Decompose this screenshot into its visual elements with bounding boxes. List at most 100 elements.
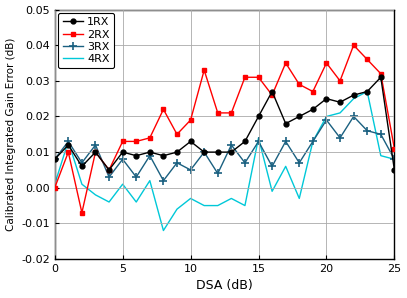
4RX	[120, 182, 125, 186]
1RX	[324, 97, 329, 100]
4RX	[297, 197, 302, 200]
2RX	[324, 61, 329, 65]
3RX	[175, 161, 179, 164]
3RX	[311, 140, 315, 143]
1RX	[311, 108, 315, 111]
3RX	[365, 129, 370, 133]
2RX	[297, 83, 302, 86]
2RX	[161, 108, 166, 111]
1RX	[107, 168, 112, 172]
2RX	[379, 72, 383, 75]
1RX	[229, 150, 234, 154]
3RX	[147, 154, 152, 157]
1RX	[66, 143, 71, 147]
2RX	[188, 118, 193, 122]
4RX	[379, 154, 383, 157]
4RX	[215, 204, 220, 207]
2RX	[215, 111, 220, 115]
Y-axis label: Calibrated Integrated Gain Error (dB): Calibrated Integrated Gain Error (dB)	[6, 38, 15, 231]
4RX	[52, 182, 57, 186]
3RX	[351, 115, 356, 118]
3RX	[283, 140, 288, 143]
3RX	[120, 157, 125, 161]
4RX	[337, 111, 342, 115]
2RX	[52, 186, 57, 190]
3RX	[392, 157, 397, 161]
2RX	[66, 150, 71, 154]
1RX	[79, 164, 84, 168]
4RX	[134, 200, 139, 204]
4RX	[311, 140, 315, 143]
3RX	[93, 143, 98, 147]
Line: 1RX: 1RX	[52, 75, 397, 172]
4RX	[324, 115, 329, 118]
4RX	[161, 229, 166, 232]
1RX	[134, 154, 139, 157]
2RX	[120, 140, 125, 143]
2RX	[243, 75, 247, 79]
3RX	[161, 179, 166, 182]
4RX	[243, 204, 247, 207]
1RX	[351, 93, 356, 97]
2RX	[337, 79, 342, 83]
2RX	[147, 136, 152, 140]
1RX	[283, 122, 288, 125]
3RX	[107, 175, 112, 179]
1RX	[270, 90, 275, 93]
2RX	[392, 147, 397, 150]
1RX	[337, 100, 342, 104]
3RX	[256, 140, 261, 143]
3RX	[66, 140, 71, 143]
1RX	[256, 115, 261, 118]
1RX	[188, 140, 193, 143]
4RX	[351, 97, 356, 100]
2RX	[311, 90, 315, 93]
3RX	[337, 136, 342, 140]
4RX	[283, 164, 288, 168]
4RX	[365, 90, 370, 93]
2RX	[79, 211, 84, 215]
4RX	[93, 193, 98, 197]
Legend: 1RX, 2RX, 3RX, 4RX: 1RX, 2RX, 3RX, 4RX	[58, 13, 114, 69]
2RX	[93, 150, 98, 154]
4RX	[202, 204, 207, 207]
2RX	[256, 75, 261, 79]
4RX	[107, 200, 112, 204]
3RX	[324, 118, 329, 122]
3RX	[134, 175, 139, 179]
1RX	[175, 150, 179, 154]
X-axis label: DSA (dB): DSA (dB)	[196, 280, 253, 292]
3RX	[79, 161, 84, 164]
1RX	[93, 150, 98, 154]
2RX	[229, 111, 234, 115]
3RX	[202, 150, 207, 154]
1RX	[120, 150, 125, 154]
1RX	[52, 157, 57, 161]
4RX	[175, 207, 179, 211]
1RX	[243, 140, 247, 143]
Line: 2RX: 2RX	[52, 43, 397, 215]
2RX	[351, 44, 356, 47]
2RX	[270, 93, 275, 97]
2RX	[283, 61, 288, 65]
3RX	[52, 157, 57, 161]
2RX	[175, 133, 179, 136]
Line: 4RX: 4RX	[55, 91, 394, 231]
3RX	[379, 133, 383, 136]
4RX	[147, 179, 152, 182]
4RX	[66, 140, 71, 143]
2RX	[107, 168, 112, 172]
1RX	[365, 90, 370, 93]
2RX	[365, 58, 370, 61]
2RX	[202, 68, 207, 72]
3RX	[188, 168, 193, 172]
Line: 3RX: 3RX	[51, 113, 398, 184]
4RX	[392, 157, 397, 161]
1RX	[202, 150, 207, 154]
1RX	[379, 75, 383, 79]
3RX	[243, 161, 247, 164]
3RX	[229, 143, 234, 147]
1RX	[392, 168, 397, 172]
4RX	[229, 197, 234, 200]
4RX	[256, 136, 261, 140]
